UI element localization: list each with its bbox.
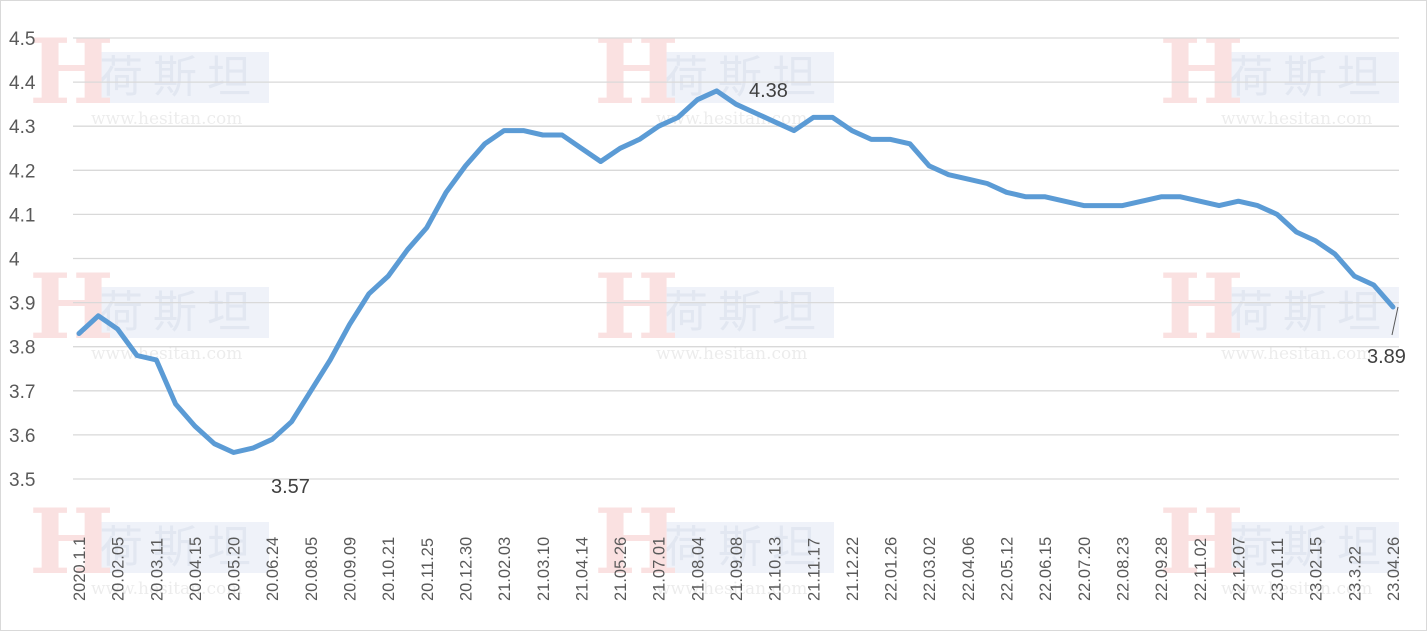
x-tick-label: 22.09.28 (1153, 537, 1171, 601)
y-tick-label: 4.5 (9, 29, 35, 50)
y-tick-label: 4.3 (9, 117, 35, 138)
x-tick-label: 22.11.02 (1192, 538, 1210, 601)
x-tick-label: 22.06.15 (1037, 537, 1055, 601)
x-tick-label: 23.02.15 (1308, 537, 1326, 601)
leader-line (1391, 306, 1399, 336)
x-tick-label: 20.03.11 (148, 538, 166, 601)
y-tick-label: 4.1 (9, 205, 35, 226)
annotations: 3.57 4.38 3.89 (271, 80, 1406, 498)
x-tick-label: 20.06.24 (264, 537, 282, 601)
y-tick-label: 3.9 (9, 294, 35, 315)
y-axis: 4.5 4.4 4.3 4.2 4.1 4 3.9 3.8 3.7 3.6 3.5 (9, 29, 36, 491)
x-tick-label: 21.04.14 (573, 537, 591, 601)
x-tick-label: 22.04.06 (960, 537, 978, 601)
x-tick-label: 20.08.05 (303, 537, 321, 601)
x-tick-label: 21.09.08 (728, 537, 746, 601)
x-tick-label: 21.02.03 (496, 537, 514, 601)
x-tick-label: 23.3.22 (1346, 546, 1364, 601)
y-tick-label: 3.7 (9, 382, 35, 403)
y-tick-label: 3.5 (9, 470, 35, 491)
min-value-label: 3.57 (271, 476, 310, 498)
x-tick-label: 21.10.13 (767, 537, 785, 601)
x-tick-label: 20.04.15 (187, 537, 205, 601)
x-tick-label: 20.09.09 (342, 537, 360, 601)
x-tick-label: 21.08.04 (689, 537, 707, 601)
x-tick-label: 22.07.20 (1076, 537, 1094, 601)
x-tick-label: 22.08.23 (1114, 537, 1132, 601)
y-tick-label: 4.4 (9, 73, 36, 94)
x-tick-label: 2020.1.1 (71, 537, 89, 601)
x-tick-label: 21.07.01 (651, 537, 669, 601)
x-axis: 2020.1.1 20.02.05 20.03.11 20.04.15 20.05.20… (71, 537, 1403, 601)
y-tick-label: 4 (9, 250, 20, 271)
x-tick-label: 20.05.20 (226, 537, 244, 601)
x-tick-label: 22.12.07 (1230, 537, 1248, 601)
x-tick-label: 22.05.12 (999, 537, 1017, 601)
y-tick-label: 3.6 (9, 426, 35, 447)
x-tick-label: 23.04.26 (1385, 537, 1403, 601)
y-tick-label: 4.2 (9, 161, 35, 182)
x-tick-label: 21.03.10 (535, 537, 553, 601)
x-tick-label: 20.11.25 (419, 538, 437, 601)
x-tick-label: 20.12.30 (457, 537, 475, 601)
x-tick-label: 22.01.26 (883, 537, 901, 601)
x-tick-label: 21.11.17 (805, 538, 823, 601)
x-tick-label: 21.05.26 (612, 537, 630, 601)
x-tick-label: 22.03.02 (921, 537, 939, 601)
x-tick-label: 20.10.21 (380, 537, 398, 601)
gridlines (73, 37, 1399, 480)
end-value-label: 3.89 (1367, 346, 1406, 368)
y-tick-label: 3.8 (9, 338, 35, 359)
x-tick-label: 23.01.11 (1269, 538, 1287, 601)
peak-value-label: 4.38 (749, 80, 788, 102)
series-line (76, 88, 1396, 455)
x-tick-label: 20.02.05 (110, 537, 128, 601)
x-tick-label: 21.12.22 (844, 537, 862, 601)
